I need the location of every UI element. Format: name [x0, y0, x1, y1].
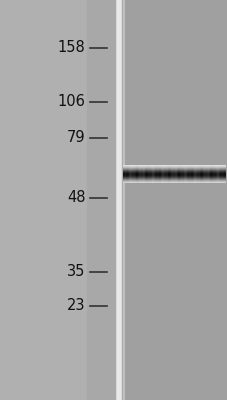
Text: 106: 106	[57, 94, 85, 110]
Bar	[86, 0, 118, 400]
Text: 23: 23	[67, 298, 85, 314]
Text: 48: 48	[67, 190, 85, 206]
Bar	[123, 0, 227, 400]
Text: 35: 35	[67, 264, 85, 280]
Text: 158: 158	[57, 40, 85, 56]
Text: 79: 79	[67, 130, 85, 146]
